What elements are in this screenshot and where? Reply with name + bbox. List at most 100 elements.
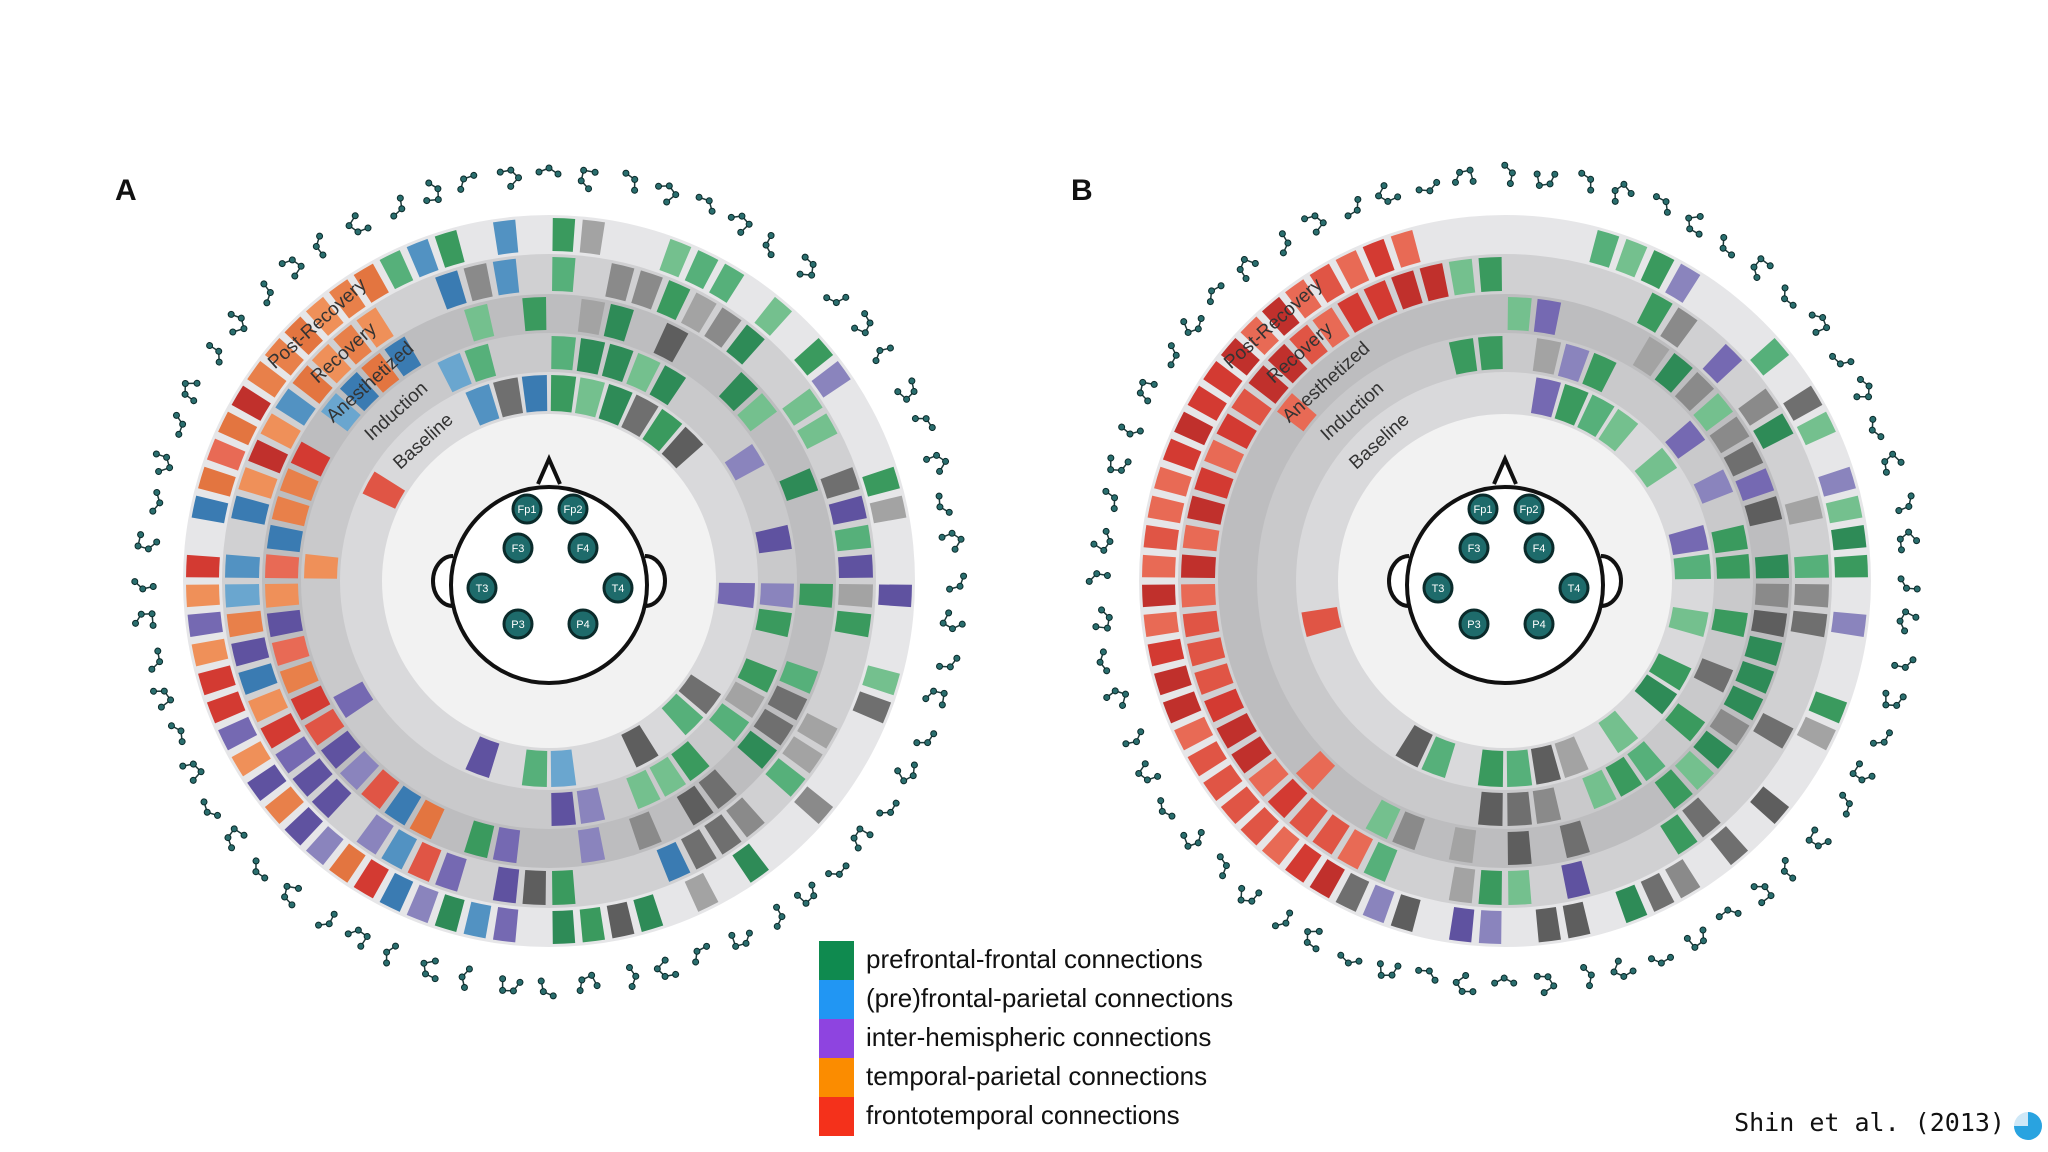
connection-cell	[1627, 741, 1666, 782]
glyph-node	[516, 978, 524, 986]
glyph-node	[655, 182, 663, 190]
network-glyph	[1715, 906, 1742, 921]
network-glyph	[1301, 212, 1327, 236]
connection-cell	[1231, 736, 1272, 774]
glyph-node	[1909, 656, 1917, 664]
glyph-node	[1158, 807, 1166, 815]
glyph-node	[835, 870, 843, 878]
glyph-node	[588, 971, 596, 979]
network-glyph	[1491, 974, 1518, 987]
glyph-edge	[1852, 763, 1873, 781]
connection-cell	[464, 343, 497, 383]
glyph-node	[1897, 546, 1905, 554]
glyph-node	[237, 314, 245, 322]
connection-cell	[820, 467, 860, 499]
network-glyph	[695, 193, 716, 215]
glyph-node	[189, 776, 197, 784]
connection-cell	[247, 361, 287, 398]
network-glyph	[1897, 575, 1921, 593]
glyph-node	[1143, 776, 1151, 784]
connection-cell	[1240, 807, 1279, 846]
glyph-node	[1433, 178, 1441, 186]
connection-cell	[1419, 263, 1449, 302]
electrode-label: T4	[612, 583, 625, 595]
network-glyph	[152, 450, 174, 475]
glyph-edge	[1687, 215, 1701, 235]
connection-cell	[1285, 279, 1322, 319]
glyph-node	[1501, 161, 1509, 169]
connection-cell	[1421, 736, 1456, 779]
connection-cell	[577, 298, 606, 335]
connection-cell	[1535, 907, 1561, 943]
glyph-node	[945, 508, 953, 516]
connection-cell	[1391, 270, 1423, 310]
glyph-node	[903, 395, 911, 403]
connection-cell	[292, 758, 333, 797]
glyph-node	[1805, 836, 1813, 844]
connection-cell	[1204, 439, 1245, 474]
glyph-node	[507, 182, 515, 190]
glyph-node	[1466, 166, 1474, 174]
glyph-node	[1286, 909, 1294, 917]
glyph-node	[1808, 311, 1816, 319]
network-glyph	[894, 761, 918, 785]
connection-cell	[1248, 758, 1289, 797]
connection-cell	[1674, 371, 1715, 412]
glyph-node	[1107, 454, 1115, 462]
glyph-node	[392, 942, 400, 950]
glyph-edge	[283, 885, 299, 906]
connection-cell	[198, 466, 236, 497]
connection-cell	[1665, 859, 1701, 899]
glyph-node	[1469, 177, 1477, 185]
connection-cell	[1753, 712, 1794, 749]
glyph-node	[157, 703, 165, 711]
glyph-node	[1375, 192, 1383, 200]
head	[1405, 485, 1605, 685]
connection-cell	[551, 336, 576, 371]
glyph-node	[911, 415, 919, 423]
connection-cell	[759, 583, 794, 608]
electrode	[502, 608, 534, 640]
glyph-node	[1587, 971, 1595, 979]
glyph-node	[1611, 187, 1619, 195]
glyph-node	[260, 280, 268, 288]
glyph-node	[554, 170, 562, 178]
glyph-node	[958, 620, 966, 628]
glyph-node	[266, 289, 274, 297]
glyph-node	[1767, 892, 1775, 900]
connection-cell	[407, 841, 442, 882]
network-glyph	[1578, 169, 1595, 194]
connection-cell	[828, 495, 867, 525]
glyph-edge	[182, 763, 203, 781]
connection-cell	[1784, 495, 1823, 525]
glyph-node	[1912, 613, 1920, 621]
head-ear	[1387, 554, 1410, 608]
network-glyph	[390, 194, 406, 220]
glyph-node	[1758, 899, 1766, 907]
connection-cell	[574, 377, 605, 418]
connection-cell	[284, 807, 323, 846]
connection-cell	[1187, 385, 1227, 421]
glyph-node	[1811, 826, 1819, 834]
connection-cell	[1723, 685, 1764, 721]
network-glyph	[1750, 883, 1775, 907]
glyph-node	[661, 972, 669, 980]
glyph-node	[179, 420, 187, 428]
glyph-node	[1847, 358, 1855, 366]
network-glyph	[1685, 212, 1704, 238]
connection-cell	[1478, 257, 1502, 292]
network-glyph	[1610, 957, 1637, 980]
glyph-node	[1902, 608, 1910, 616]
glyph-node	[178, 738, 186, 746]
network-glyph	[131, 578, 157, 593]
connection-cell	[279, 661, 319, 694]
glyph-node	[458, 973, 466, 981]
connection-cell	[656, 280, 691, 321]
network-glyph	[1180, 829, 1205, 850]
glyph-node	[1761, 883, 1769, 891]
glyph-edge	[1109, 457, 1129, 472]
glyph-node	[1587, 175, 1595, 183]
connection-cell	[409, 799, 445, 840]
glyph-node	[1508, 169, 1516, 177]
glyph-node	[1458, 987, 1466, 995]
